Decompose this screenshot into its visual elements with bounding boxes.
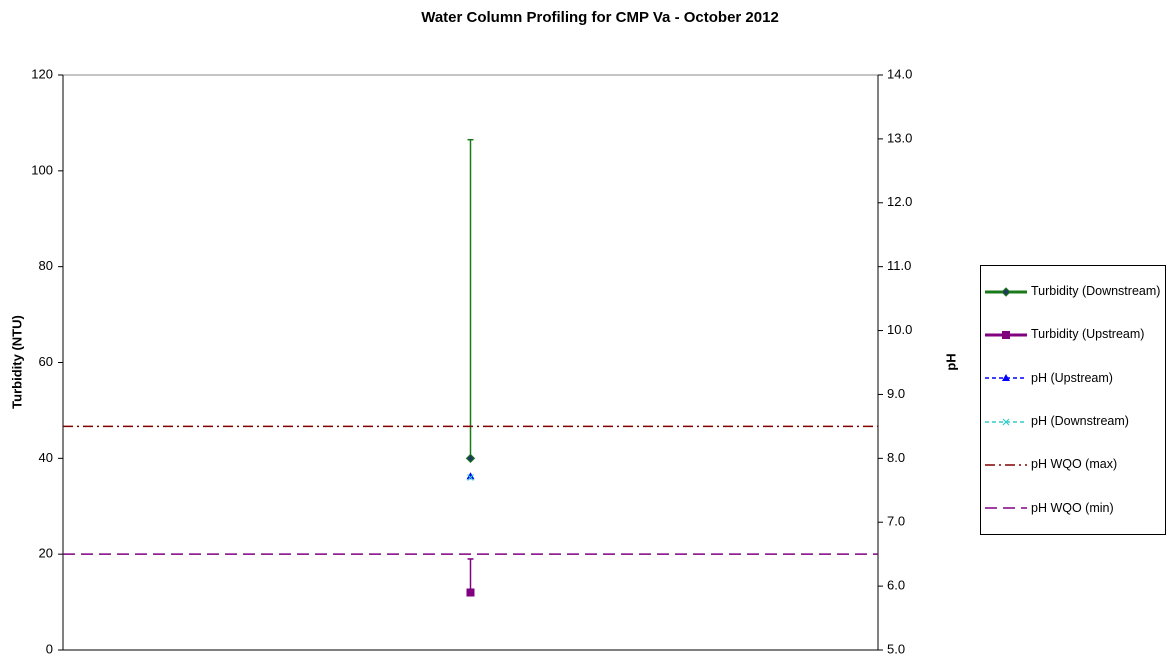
marker	[1001, 286, 1011, 297]
legend-item: pH WQO (max)	[981, 457, 1165, 472]
legend-item: Turbidity (Downstream)	[981, 284, 1165, 299]
legend-swatch	[985, 507, 1027, 510]
y-tick-label: 120	[31, 66, 53, 81]
y-tick-label: 40	[39, 450, 53, 465]
legend-label: Turbidity (Upstream)	[1031, 327, 1145, 342]
legend: Turbidity (Downstream) Turbidity (Upstrea…	[980, 265, 1166, 535]
y-tick-label: 80	[39, 258, 53, 273]
y2-tick-label: 12.0	[887, 194, 912, 209]
y-tick-label: 60	[39, 354, 53, 369]
legend-swatch	[985, 464, 1027, 466]
y2-tick-label: 13.0	[887, 130, 912, 145]
y2-axis-label: pH	[943, 353, 958, 370]
y2-tick-label: 14.0	[887, 66, 912, 81]
legend-swatch	[985, 286, 1027, 297]
legend-label: Turbidity (Downstream)	[1031, 284, 1161, 299]
y-tick-label: 0	[46, 641, 53, 656]
y-tick-label: 100	[31, 162, 53, 177]
chart-title: Water Column Profiling for CMP Va - Octo…	[421, 9, 779, 26]
marker	[466, 472, 475, 480]
legend-item: pH (Upstream)	[981, 371, 1165, 386]
y2-tick-label: 8.0	[887, 450, 905, 465]
legend-label: pH (Upstream)	[1031, 370, 1113, 385]
legend-swatch	[985, 330, 1027, 339]
y-tick-label: 20	[39, 546, 53, 561]
chart: Water Column Profiling for CMP Va - Octo…	[9, 9, 958, 656]
legend-item: Turbidity (Upstream)	[981, 327, 1165, 342]
marker	[465, 453, 476, 464]
marker	[466, 588, 475, 597]
y2-tick-label: 11.0	[887, 258, 911, 273]
legend-label: pH WQO (max)	[1031, 457, 1118, 472]
y2-tick-label: 10.0	[887, 322, 912, 337]
marker	[1002, 330, 1010, 339]
legend-swatch	[985, 374, 1027, 382]
marker	[1002, 418, 1010, 426]
legend-item: pH WQO (min)	[981, 501, 1165, 516]
legend-label: pH (Downstream)	[1031, 414, 1129, 429]
y-axis-label: Turbidity (NTU)	[9, 315, 24, 409]
marker	[1002, 374, 1010, 382]
y2-tick-label: 5.0	[887, 641, 905, 656]
legend-item: pH (Downstream)	[981, 414, 1165, 429]
y2-tick-label: 7.0	[887, 514, 905, 529]
y2-tick-label: 6.0	[887, 578, 905, 593]
legend-label: pH WQO (min)	[1031, 500, 1114, 515]
y2-tick-label: 9.0	[887, 386, 905, 401]
legend-swatch	[985, 418, 1027, 426]
marker	[467, 474, 474, 481]
